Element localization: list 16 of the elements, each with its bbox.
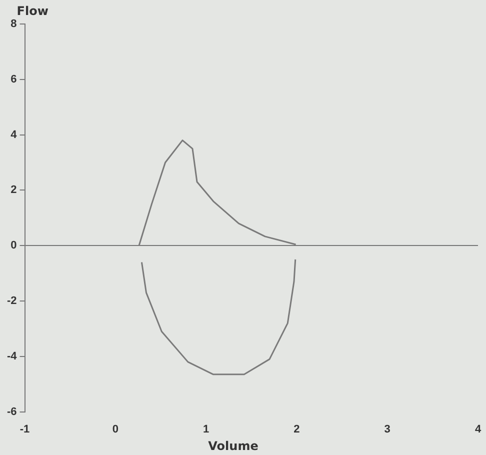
y-tick-label: 2 (10, 184, 17, 196)
y-tick-label: 4 (10, 128, 18, 141)
x-tick-label: 2 (294, 423, 300, 436)
y-tick-label: -4 (7, 350, 18, 362)
x-tick-label: 4 (474, 423, 482, 436)
x-tick-label: 1 (203, 423, 210, 436)
y-tick-label: -2 (7, 295, 17, 308)
x-tick-label: -1 (20, 423, 30, 436)
y-axis-title: Flow (16, 4, 48, 18)
y-tick-label: 8 (10, 18, 17, 30)
y-tick-label: 0 (10, 240, 17, 252)
x-tick-label: 0 (112, 423, 118, 436)
y-tick-label: -6 (7, 406, 17, 418)
x-tick-label: 3 (384, 423, 390, 436)
y-tick-label: 6 (10, 73, 17, 86)
x-axis-title: Volume (208, 439, 258, 454)
